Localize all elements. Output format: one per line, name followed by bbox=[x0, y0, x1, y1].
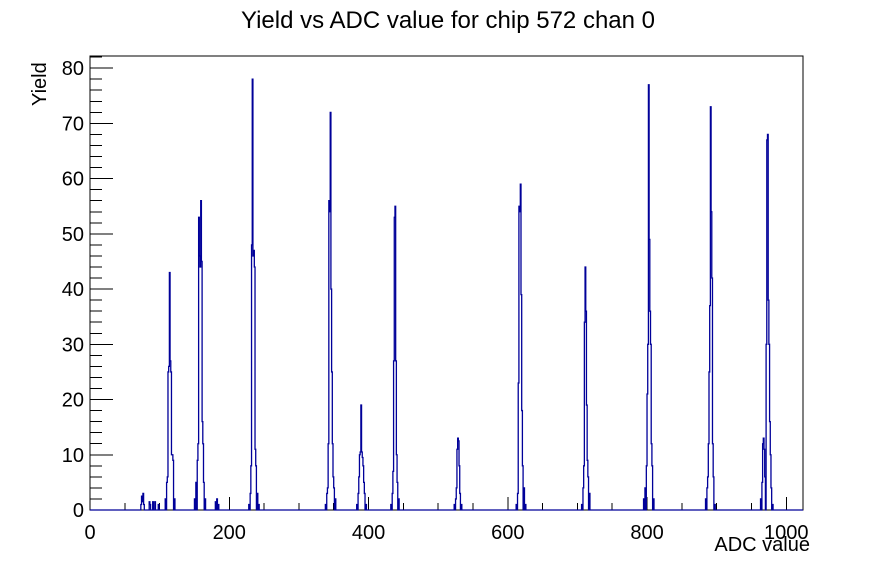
chart-title: Yield vs ADC value for chip 572 chan 0 bbox=[240, 7, 655, 34]
y-tick-label: 10 bbox=[62, 445, 84, 467]
plot-frame bbox=[89, 55, 804, 511]
y-tick-label: 80 bbox=[62, 58, 84, 80]
x-axis-title: ADC value bbox=[714, 534, 810, 556]
y-tick-label: 30 bbox=[62, 334, 84, 356]
y-tick-label: 40 bbox=[62, 279, 84, 301]
x-tick-label: 1000 bbox=[764, 522, 809, 544]
y-tick-label: 20 bbox=[62, 390, 84, 412]
y-tick-label: 70 bbox=[62, 113, 84, 135]
y-tick-label: 60 bbox=[62, 169, 84, 191]
x-tick-label: 400 bbox=[352, 522, 385, 544]
x-tick-label: 0 bbox=[84, 522, 95, 544]
x-tick-label: 800 bbox=[630, 522, 663, 544]
x-tick-label: 600 bbox=[491, 522, 524, 544]
y-tick-label: 50 bbox=[62, 224, 84, 246]
y-axis-title: Yield bbox=[29, 62, 51, 106]
y-tick-label: 0 bbox=[73, 500, 84, 522]
histogram-path bbox=[90, 78, 803, 511]
x-tick-label: 200 bbox=[213, 522, 246, 544]
